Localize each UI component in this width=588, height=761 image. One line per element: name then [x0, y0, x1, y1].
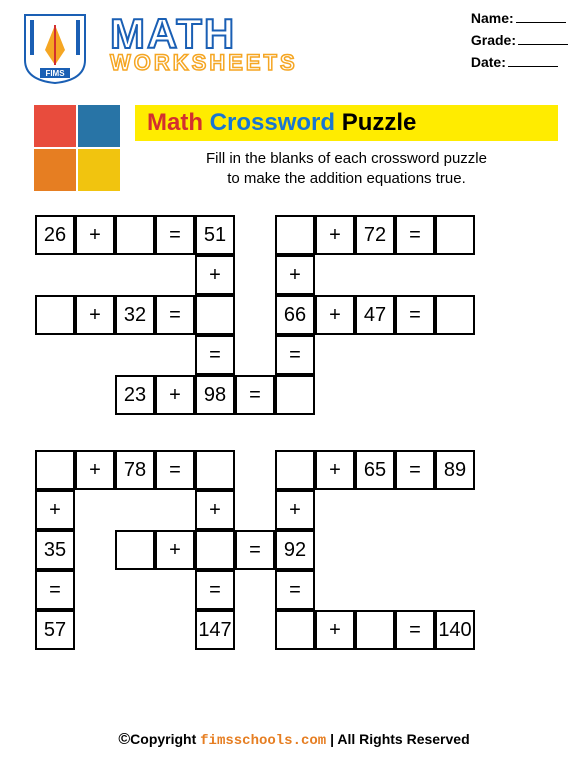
grid-cell: = [155, 215, 195, 255]
school-logo: FIMS [20, 10, 100, 90]
grid-cell [35, 295, 75, 335]
grid-cell: + [275, 490, 315, 530]
grid-cell: + [315, 610, 355, 650]
info-fields: Name: Grade: Date: [471, 10, 568, 76]
grid-cell: 98 [195, 375, 235, 415]
grid-cell: 47 [355, 295, 395, 335]
grid-cell: 140 [435, 610, 475, 650]
grid-cell: 26 [35, 215, 75, 255]
svg-text:FIMS: FIMS [45, 69, 65, 78]
grid-cell [355, 610, 395, 650]
grade-field: Grade: [471, 32, 568, 48]
grid-cell: 51 [195, 215, 235, 255]
grid-cell: = [395, 215, 435, 255]
grid-cell: 65 [355, 450, 395, 490]
instructions: Fill in the blanks of each crossword puz… [135, 149, 558, 188]
grid-cell [115, 215, 155, 255]
grid-cell: 35 [35, 530, 75, 570]
name-field: Name: [471, 10, 568, 26]
grid-cell: + [155, 530, 195, 570]
crossword-grid-2: +78=+65=89+++35+=92===57147+=140 [35, 450, 553, 650]
grid-cell [35, 450, 75, 490]
grid-cell [275, 215, 315, 255]
site-link: fimsschools.com [200, 733, 326, 749]
puzzle-grids: 26+=51+72=+++32=66+47===23+98= +78=+65=8… [0, 205, 588, 695]
puzzle-icon [30, 105, 120, 195]
grid-cell: + [275, 255, 315, 295]
grid-cell: = [395, 450, 435, 490]
grid-cell: = [195, 570, 235, 610]
grid-cell: = [235, 375, 275, 415]
page-header: FIMS MATH WORKSHEETS Name: Grade: Date: [0, 0, 588, 95]
grid-cell: + [315, 215, 355, 255]
grid-cell: = [275, 570, 315, 610]
grid-cell: 72 [355, 215, 395, 255]
grid-cell: 66 [275, 295, 315, 335]
grid-cell: + [35, 490, 75, 530]
grid-cell: 78 [115, 450, 155, 490]
grid-cell: + [75, 215, 115, 255]
grid-cell [275, 375, 315, 415]
grid-cell: + [195, 255, 235, 295]
date-field: Date: [471, 54, 568, 70]
grid-cell: 32 [115, 295, 155, 335]
grid-cell: 57 [35, 610, 75, 650]
grid-cell [435, 215, 475, 255]
grid-cell: = [35, 570, 75, 610]
grid-cell: 23 [115, 375, 155, 415]
footer: ©Copyright fimsschools.com | All Rights … [0, 731, 588, 749]
grid-cell [275, 610, 315, 650]
grid-cell [195, 450, 235, 490]
grid-cell: 89 [435, 450, 475, 490]
banner-title: Math Crossword Puzzle [135, 105, 558, 141]
grid-cell: + [75, 450, 115, 490]
banner-area: Math Crossword Puzzle Fill in the blanks… [0, 95, 588, 205]
grid-cell: = [235, 530, 275, 570]
grid-cell: = [195, 335, 235, 375]
grid-cell: + [315, 295, 355, 335]
grid-cell: = [395, 610, 435, 650]
grid-cell: 92 [275, 530, 315, 570]
grid-cell [435, 295, 475, 335]
grid-cell [195, 530, 235, 570]
grid-cell [275, 450, 315, 490]
banner-text: Math Crossword Puzzle Fill in the blanks… [135, 105, 558, 188]
grid-cell [195, 295, 235, 335]
grid-cell: = [155, 450, 195, 490]
grid-cell: + [315, 450, 355, 490]
grid-cell: + [195, 490, 235, 530]
grid-cell: = [395, 295, 435, 335]
grid-cell: + [155, 375, 195, 415]
grid-cell: = [275, 335, 315, 375]
crossword-grid-1: 26+=51+72=+++32=66+47===23+98= [35, 215, 553, 415]
title-sub: WORKSHEETS [110, 50, 471, 76]
title-area: MATH WORKSHEETS [110, 10, 471, 76]
grid-cell: = [155, 295, 195, 335]
grid-cell: 147 [195, 610, 235, 650]
grid-cell [115, 530, 155, 570]
grid-cell: + [75, 295, 115, 335]
